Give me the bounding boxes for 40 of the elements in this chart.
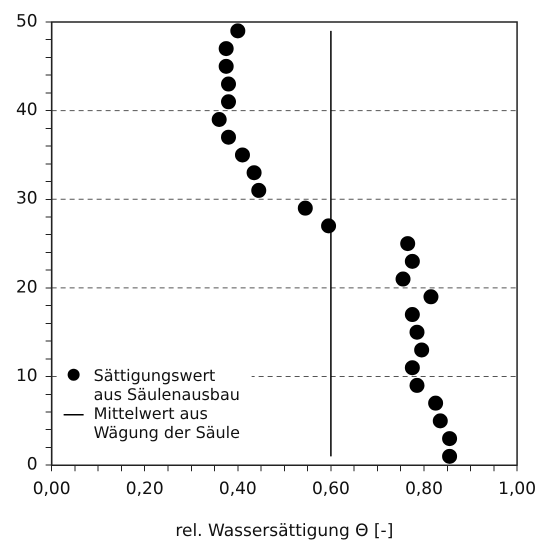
x-tick-label: 0,40 xyxy=(218,478,257,499)
point xyxy=(298,200,313,216)
x-tick-label: 0,80 xyxy=(405,478,443,499)
point xyxy=(400,236,416,252)
point xyxy=(428,396,444,411)
point xyxy=(221,94,236,110)
point xyxy=(423,289,438,304)
point xyxy=(221,76,236,92)
legend-label: Sättigungswert aus Säulenausbau xyxy=(94,366,240,404)
y-tick-label: 50 xyxy=(16,11,38,32)
x-tick-label: 0,00 xyxy=(32,478,71,499)
point xyxy=(221,130,236,145)
y-tick-label: 0 xyxy=(26,454,38,475)
point xyxy=(414,342,430,358)
x-tick-label: 0,60 xyxy=(312,478,350,499)
point xyxy=(230,23,246,38)
x-tick-label: 1,00 xyxy=(498,478,536,499)
x-axis-title: rel. Wassersättigung Θ [-] xyxy=(175,521,394,542)
y-tick-label: 40 xyxy=(16,100,38,120)
point xyxy=(218,58,234,74)
point xyxy=(212,112,227,128)
point xyxy=(410,378,425,393)
point xyxy=(234,147,250,162)
point xyxy=(442,431,458,446)
point xyxy=(321,218,336,234)
point xyxy=(246,165,262,180)
point xyxy=(404,360,420,376)
y-tick-label: 10 xyxy=(16,366,38,386)
x-tick-label: 0,20 xyxy=(126,478,164,499)
y-tick-label: 20 xyxy=(16,277,38,298)
point xyxy=(442,448,458,464)
point xyxy=(432,413,448,428)
y-tick-label: 30 xyxy=(16,188,38,209)
legend-label: Mittelwert aus Wägung der Säule xyxy=(94,404,240,442)
point xyxy=(251,182,266,198)
point xyxy=(404,307,420,322)
point xyxy=(404,254,420,269)
point xyxy=(218,41,234,56)
point xyxy=(396,272,411,287)
point xyxy=(410,324,425,340)
